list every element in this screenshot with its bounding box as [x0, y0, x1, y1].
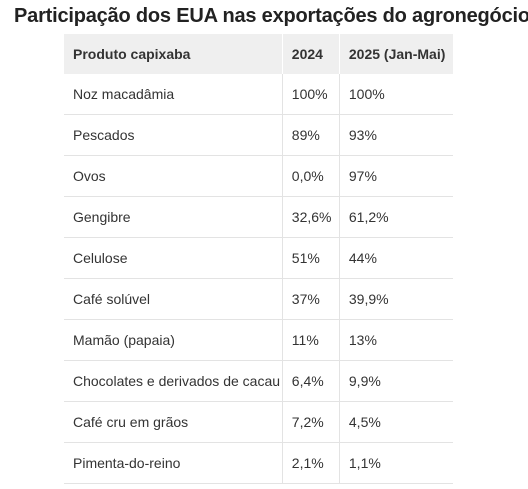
table-row: Noz macadâmia 100% 100% — [64, 74, 453, 115]
product-cell: Café solúvel — [64, 278, 283, 320]
product-cell: Café cru em grãos — [64, 401, 283, 443]
table-row: Café cru em grãos 7,2% 4,5% — [64, 401, 453, 443]
product-cell: Noz macadâmia — [64, 74, 283, 115]
value-2025-cell: 97% — [339, 155, 453, 197]
table-row: Celulose 51% 44% — [64, 237, 453, 279]
value-2024-cell: 32,6% — [282, 196, 340, 238]
product-cell: Chocolates e derivados de cacau — [64, 360, 283, 402]
value-2024-cell: 51% — [282, 237, 340, 279]
value-2024-cell: 89% — [282, 114, 340, 156]
product-cell: Mamão (papaia) — [64, 319, 283, 361]
table-header-row: Produto capixaba 2024 2025 (Jan-Mai) — [64, 34, 453, 74]
value-2025-cell: 9,9% — [339, 360, 453, 402]
table-row: Café solúvel 37% 39,9% — [64, 278, 453, 320]
header-2024: 2024 — [282, 34, 340, 74]
product-cell: Pescados — [64, 114, 283, 156]
product-cell: Celulose — [64, 237, 283, 279]
value-2025-cell: 61,2% — [339, 196, 453, 238]
value-2024-cell: 6,4% — [282, 360, 340, 402]
table-row: Pimenta-do-reino 2,1% 1,1% — [64, 442, 453, 484]
product-cell: Pimenta-do-reino — [64, 442, 283, 484]
value-2025-cell: 4,5% — [339, 401, 453, 443]
value-2024-cell: 0,0% — [282, 155, 340, 197]
value-2024-cell: 11% — [282, 319, 340, 361]
exports-table: Produto capixaba 2024 2025 (Jan-Mai) Noz… — [64, 34, 453, 484]
table-row: Ovos 0,0% 97% — [64, 155, 453, 197]
product-cell: Gengibre — [64, 196, 283, 238]
value-2025-cell: 100% — [339, 74, 453, 115]
table-row: Gengibre 32,6% 61,2% — [64, 196, 453, 238]
value-2025-cell: 39,9% — [339, 278, 453, 320]
value-2025-cell: 13% — [339, 319, 453, 361]
value-2024-cell: 37% — [282, 278, 340, 320]
header-2025: 2025 (Jan-Mai) — [339, 34, 453, 74]
value-2024-cell: 100% — [282, 74, 340, 115]
table-row: Mamão (papaia) 11% 13% — [64, 319, 453, 361]
header-product: Produto capixaba — [64, 34, 283, 74]
product-cell: Ovos — [64, 155, 283, 197]
page-title: Participação dos EUA nas exportações do … — [14, 5, 528, 27]
value-2025-cell: 44% — [339, 237, 453, 279]
value-2025-cell: 93% — [339, 114, 453, 156]
value-2024-cell: 7,2% — [282, 401, 340, 443]
table-row: Pescados 89% 93% — [64, 114, 453, 156]
value-2024-cell: 2,1% — [282, 442, 340, 484]
table-row: Chocolates e derivados de cacau 6,4% 9,9… — [64, 360, 453, 402]
value-2025-cell: 1,1% — [339, 442, 453, 484]
